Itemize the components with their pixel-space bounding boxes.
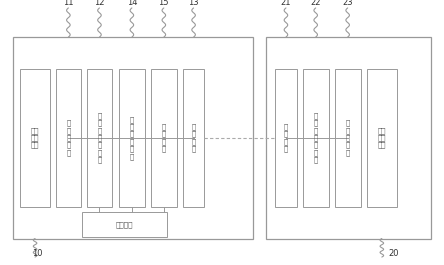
Bar xyxy=(335,69,361,207)
Bar xyxy=(183,69,204,207)
Text: 12: 12 xyxy=(94,0,105,7)
Text: 13: 13 xyxy=(188,0,199,7)
Bar xyxy=(20,69,50,207)
Text: 11: 11 xyxy=(63,0,74,7)
Text: 第
一
处
理
器: 第 一 处 理 器 xyxy=(66,120,71,156)
Text: 22: 22 xyxy=(310,0,321,7)
Text: 信号
传输
模块: 信号 传输 模块 xyxy=(31,127,40,148)
Text: 第
一
线
圈: 第 一 线 圈 xyxy=(191,123,196,152)
Bar xyxy=(266,37,431,238)
Text: 21: 21 xyxy=(281,0,291,7)
Bar xyxy=(303,69,329,207)
Text: 信号
接收
模块: 信号 接收 模块 xyxy=(377,127,386,148)
Text: 第
二
调
制
解
调
器: 第 二 调 制 解 调 器 xyxy=(313,112,318,163)
Text: 第
二
线
圈: 第 二 线 圈 xyxy=(284,123,288,152)
Bar xyxy=(119,69,145,207)
Bar xyxy=(151,69,177,207)
Text: 直流电源: 直流电源 xyxy=(115,221,133,228)
Bar xyxy=(87,69,112,207)
Text: 15: 15 xyxy=(159,0,169,7)
Text: 10: 10 xyxy=(32,249,42,258)
Bar xyxy=(275,69,297,207)
Bar xyxy=(82,212,166,237)
Text: 14: 14 xyxy=(127,0,137,7)
Text: 20: 20 xyxy=(388,249,399,258)
Text: 第
二
处
理
器: 第 二 处 理 器 xyxy=(345,120,350,156)
Bar xyxy=(13,37,253,238)
Text: 阻
抗
匹
配
电
路: 阻 抗 匹 配 电 路 xyxy=(130,116,134,160)
Bar xyxy=(367,69,397,207)
Text: 第
一
调
制
解
调
器: 第 一 调 制 解 调 器 xyxy=(97,112,102,163)
Text: 23: 23 xyxy=(342,0,353,7)
Bar xyxy=(56,69,81,207)
Text: 滤
波
电
路: 滤 波 电 路 xyxy=(162,123,166,152)
